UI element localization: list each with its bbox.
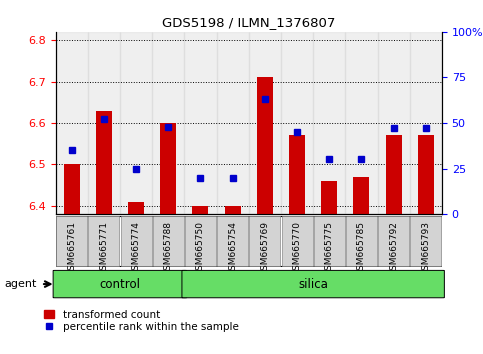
Bar xyxy=(321,181,337,214)
FancyBboxPatch shape xyxy=(346,216,377,266)
Text: GSM665788: GSM665788 xyxy=(164,221,173,276)
Bar xyxy=(378,32,410,214)
Bar xyxy=(64,165,80,214)
Text: GSM665785: GSM665785 xyxy=(357,221,366,276)
Bar xyxy=(410,32,442,214)
Bar xyxy=(225,206,241,214)
FancyBboxPatch shape xyxy=(282,216,313,266)
Bar xyxy=(56,32,88,214)
Bar xyxy=(152,32,185,214)
Text: GSM665774: GSM665774 xyxy=(131,221,141,276)
Text: GSM665793: GSM665793 xyxy=(421,221,430,276)
Text: agent: agent xyxy=(5,279,37,289)
FancyBboxPatch shape xyxy=(378,216,409,266)
Bar xyxy=(354,177,369,214)
Bar xyxy=(128,202,144,214)
Text: GSM665792: GSM665792 xyxy=(389,221,398,276)
Bar xyxy=(216,32,249,214)
FancyBboxPatch shape xyxy=(249,216,280,266)
Bar xyxy=(96,110,112,214)
FancyBboxPatch shape xyxy=(121,216,152,266)
Bar xyxy=(88,32,120,214)
Bar xyxy=(185,32,216,214)
FancyBboxPatch shape xyxy=(182,270,444,298)
FancyBboxPatch shape xyxy=(411,216,441,266)
Text: GSM665754: GSM665754 xyxy=(228,221,237,276)
Bar xyxy=(385,136,402,214)
Bar xyxy=(345,32,378,214)
Bar xyxy=(281,32,313,214)
FancyBboxPatch shape xyxy=(88,216,119,266)
Text: GSM665770: GSM665770 xyxy=(293,221,301,276)
Text: GSM665750: GSM665750 xyxy=(196,221,205,276)
Bar xyxy=(313,32,345,214)
Bar xyxy=(160,123,176,214)
Bar xyxy=(418,136,434,214)
FancyBboxPatch shape xyxy=(217,216,248,266)
FancyBboxPatch shape xyxy=(56,216,87,266)
FancyBboxPatch shape xyxy=(185,216,216,266)
Text: silica: silica xyxy=(298,278,328,291)
Bar xyxy=(192,206,209,214)
Text: control: control xyxy=(99,278,141,291)
Text: GSM665771: GSM665771 xyxy=(99,221,108,276)
FancyBboxPatch shape xyxy=(314,216,345,266)
FancyBboxPatch shape xyxy=(53,270,187,298)
Title: GDS5198 / ILMN_1376807: GDS5198 / ILMN_1376807 xyxy=(162,16,335,29)
Bar xyxy=(289,136,305,214)
Bar xyxy=(120,32,152,214)
Text: GSM665761: GSM665761 xyxy=(67,221,76,276)
Bar xyxy=(249,32,281,214)
Text: GSM665769: GSM665769 xyxy=(260,221,270,276)
FancyBboxPatch shape xyxy=(153,216,184,266)
Bar xyxy=(257,78,273,214)
Text: GSM665775: GSM665775 xyxy=(325,221,334,276)
Legend: transformed count, percentile rank within the sample: transformed count, percentile rank withi… xyxy=(44,310,239,332)
